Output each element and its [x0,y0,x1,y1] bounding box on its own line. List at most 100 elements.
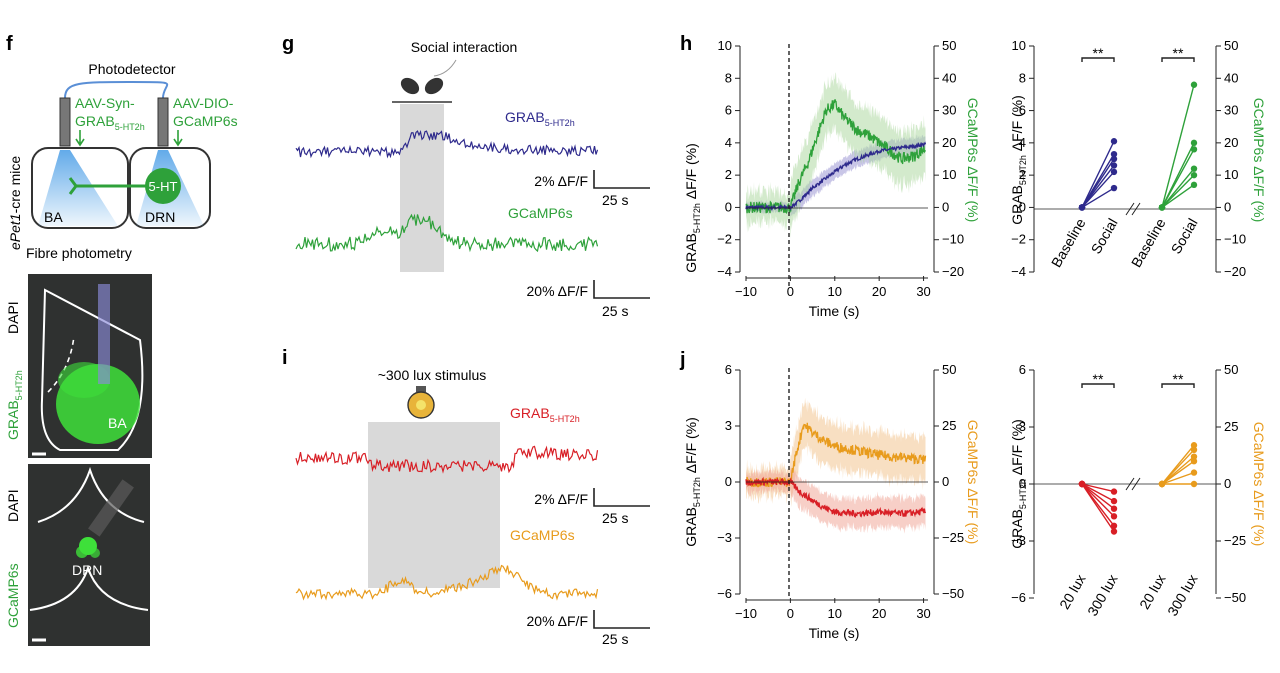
pair-point-before [1158,204,1166,211]
pair-line [1161,148,1195,208]
ytick-right-label: 25 [942,418,956,433]
mouse-tail [433,59,457,77]
xtick-label: 0 [787,284,794,299]
scalebar-g1-x: 25 s [602,192,628,208]
ytick-right-label: −25 [1224,533,1246,548]
scalebar-g2 [593,280,650,299]
mouse-line-label: ePet1-cre mice [7,156,23,250]
trace-g-grab [295,130,599,159]
axis-break-h [1125,202,1141,216]
pair-point-after [1190,81,1198,88]
ytick-right-label: −20 [1224,264,1246,279]
pairs-j: 6 3 0 −3 −6 50 25 0 −25 −50 [1011,362,1246,605]
scalebar-i2 [593,610,650,629]
scalebar-i1-y: 2% ΔF/F [534,491,588,507]
scalebar-g1-y: 2% ΔF/F [534,173,588,189]
ytick-left-label: 4 [725,135,732,150]
pair-point-after [1190,146,1198,153]
pair-point-after [1190,442,1198,449]
ytick-left-label: −6 [717,586,732,601]
ba-label: BA [44,209,63,225]
xtick-label: 30 [916,606,930,621]
ytick-left-label: −6 [1011,590,1026,605]
ytick-right-label: −20 [942,264,964,279]
social-stim-label: Social interaction [411,39,518,55]
fibre-ba [59,97,71,147]
pair-point-after [1190,165,1198,172]
cat-j1: 20 lux [1056,572,1089,612]
ytick-left-label: −3 [1011,533,1026,548]
5ht-label: 5-HT [149,179,178,194]
axon-projection [68,177,150,195]
pair-point-after [1110,505,1118,512]
ylabel-j-pairs-right: GCaMP6s ΔF/F (%) [1251,422,1267,546]
pair-point-before [1078,480,1086,488]
sig-h2: ** [1173,45,1184,61]
pair-point-after [1110,168,1118,176]
scalebar-g1 [593,170,650,189]
scalebar-i2-x: 25 s [602,631,628,647]
pair-point-after [1190,453,1198,460]
pair-point-after [1190,458,1198,465]
trace-g-gcamp [295,213,599,253]
ytick-left-label: 4 [1019,135,1026,150]
ytick-right-label: 20 [1224,135,1238,150]
xtick-label: 10 [828,284,842,299]
ylabel-h-right: GCaMP6s ΔF/F (%) [965,98,981,222]
trace-i-grab [295,445,599,474]
pair-line [1161,184,1195,209]
xtick-label: −10 [735,284,757,299]
aav-syn-line2: GRAB5-HT2h [75,113,145,132]
histology-ba-region: BA [108,415,127,431]
pair-point-after [1190,181,1198,189]
panel-g: g Social interaction GRAB5-HT2h GCaMP6s … [282,33,650,319]
ylabel-j-right: GCaMP6s ΔF/F (%) [965,420,981,544]
pair-line [1161,460,1195,485]
xtick-label: 20 [872,606,886,621]
pair-point-after [1190,171,1198,179]
axes-h-pairs [1033,46,1217,272]
histology-drn-region: DRN [72,562,102,578]
stim-window-g [400,104,444,272]
ylabel-j-left: GRAB5-HT2h ΔF/F (%) [683,417,702,547]
ytick-left-label: 0 [725,199,732,214]
histology-drn-dapi: DAPI [5,489,21,522]
sig-j1: ** [1093,371,1104,387]
photodetector-label: Photodetector [88,61,176,77]
xlabel-j: Time (s) [809,625,860,641]
pair-point-after [1110,522,1118,529]
pair-point-after [1190,139,1198,147]
pair-line [1161,174,1195,208]
panel-label-f: f [6,33,13,55]
scalebar-g2-y: 20% ΔF/F [527,283,588,299]
ytick-left-label: 3 [725,418,732,433]
ytick-right-label: 25 [1224,419,1238,434]
cat-j2: 300 lux [1084,572,1120,619]
sig-j2: ** [1173,371,1184,387]
arrow-drn-icon [173,130,183,147]
pair-point-before [1078,204,1086,211]
histology-ba-grab: GRAB5-HT2h [5,370,24,440]
aav-dio-line1: AAV-DIO- [173,95,234,111]
axes-j-pairs [1033,370,1217,594]
fibre-photometry-label: Fibre photometry [26,245,132,261]
panel-label-g: g [282,33,294,55]
ytick-right-label: 0 [942,474,949,489]
sig-bracket-h1 [1081,57,1115,62]
ytick-left-label: 10 [1012,38,1026,53]
sig-bracket-j1 [1081,383,1115,388]
xlabel-h: Time (s) [809,303,860,319]
ytick-left-label: 6 [725,362,732,377]
ytick-left-label: −4 [1011,264,1026,279]
ytick-left-label: −2 [717,232,732,247]
pair-point-after [1190,480,1198,488]
ytick-right-label: 50 [1224,38,1238,53]
pair-point-after [1110,155,1118,163]
ytick-left-label: 0 [725,474,732,489]
trace-i-gcamp-label: GCaMP6s [510,527,575,543]
ytick-left-label: 8 [725,70,732,85]
pair-line [1081,483,1115,517]
scalebar-i2-y: 20% ΔF/F [527,613,588,629]
